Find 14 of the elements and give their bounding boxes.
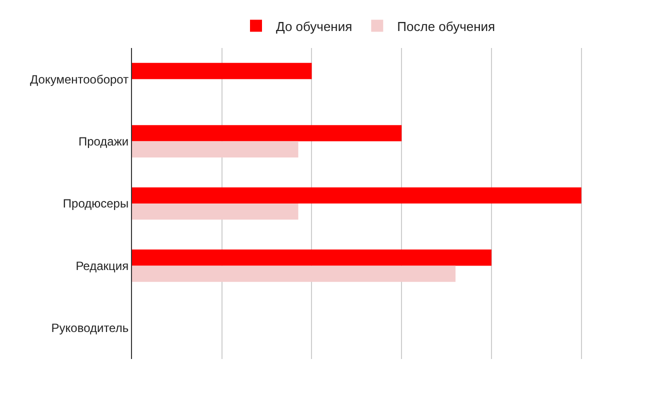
bar [132, 141, 298, 158]
y-tick-label: Документооборот [30, 72, 130, 86]
y-tick-label: Продюсеры [62, 196, 129, 211]
bar [132, 204, 298, 220]
bar [132, 125, 402, 142]
bar [132, 266, 456, 282]
y-tick-label: Редакция [76, 258, 129, 273]
bar [132, 250, 492, 266]
y-tick-label: Продажи [78, 134, 129, 148]
bar [132, 62, 312, 80]
bar [132, 187, 582, 204]
legend-label: До обучения [276, 18, 352, 34]
y-tick-label: Руководитель [51, 321, 129, 336]
legend-label: После обучения [397, 18, 496, 34]
